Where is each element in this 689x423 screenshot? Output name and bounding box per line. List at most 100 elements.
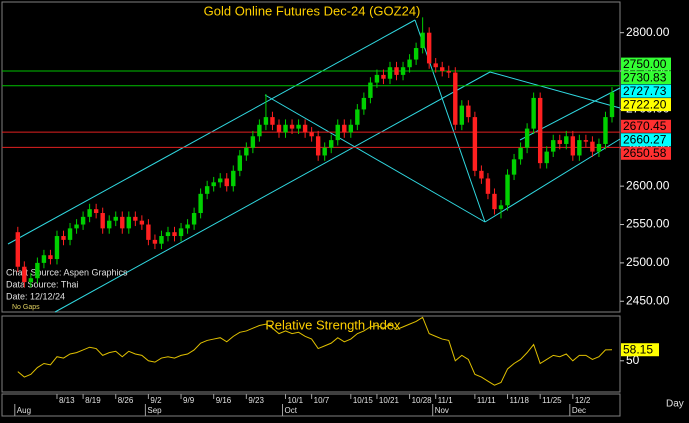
candle-body: [178, 228, 184, 237]
candle-body: [257, 124, 262, 137]
annotation: Chart Source: Aspen Graphics: [6, 267, 128, 277]
candle-body: [22, 266, 27, 283]
candle-body: [355, 109, 360, 125]
candle-body: [120, 216, 125, 229]
candle-body: [211, 182, 216, 187]
x-tick-label: 10/15: [353, 396, 374, 405]
candle-body: [453, 72, 458, 125]
candle-body: [302, 124, 308, 133]
candle-body: [583, 140, 589, 142]
candle-body: [531, 97, 536, 129]
candle-body: [459, 105, 465, 125]
level-tag-label: 2722.20: [623, 97, 667, 111]
level-tag: [621, 71, 671, 85]
candle-body: [93, 209, 99, 214]
level-tag-label: 2670.45: [623, 119, 667, 133]
x-tick-label: 8/19: [85, 396, 101, 405]
candle-body: [446, 71, 451, 73]
candle-body: [485, 178, 491, 194]
candle-body: [15, 232, 20, 267]
candle-body: [511, 159, 517, 175]
candle-body: [250, 136, 256, 148]
candle-body: [198, 193, 203, 214]
candle-body: [570, 136, 576, 156]
level-tag: [621, 57, 671, 71]
candle-body: [329, 140, 334, 148]
candle-body: [185, 224, 190, 229]
level-tag-label: 2650.58: [623, 146, 667, 160]
candle-body: [505, 174, 510, 206]
rsi-line: [17, 316, 613, 386]
candle-body: [28, 278, 34, 283]
candle-body: [387, 67, 393, 79]
candle-body: [283, 124, 288, 133]
x-tick-label: 10/7: [314, 396, 330, 405]
month-label: Aug: [17, 406, 31, 415]
candle-body: [270, 117, 275, 125]
candle-body: [361, 97, 367, 110]
candle-body: [498, 205, 504, 210]
candle-body: [296, 124, 301, 129]
x-unit-label: Day: [666, 399, 684, 410]
candle-body: [524, 128, 530, 148]
x-tick-label: 11/1: [438, 396, 454, 405]
level-tag: [621, 119, 671, 133]
candle-body: [204, 186, 210, 194]
y-tick-label: 2800.00: [626, 25, 670, 39]
candle-body: [557, 140, 562, 144]
x-tick-label: 10/28: [412, 396, 433, 405]
candle-body: [276, 124, 282, 133]
candle-body: [218, 178, 223, 183]
x-tick-label: 9/16: [216, 396, 232, 405]
candle-body: [35, 262, 40, 279]
candle-body: [413, 48, 419, 60]
candle-body: [394, 67, 399, 75]
x-tick-label: 9/2: [150, 396, 162, 405]
level-tag: [621, 84, 671, 98]
level-tag: [621, 98, 671, 112]
candle-body: [80, 216, 86, 225]
candle-body: [590, 141, 595, 152]
x-tick-label: 11/25: [542, 396, 562, 405]
x-tick-label: 9/9: [183, 396, 195, 405]
candle-body: [466, 105, 471, 118]
candle-body: [596, 143, 602, 152]
annotation: No Gaps: [12, 304, 40, 311]
candle-body: [479, 170, 484, 179]
candle-body: [426, 32, 432, 64]
annotation: Date: 12/12/24: [6, 291, 65, 301]
candle-body: [348, 124, 354, 133]
annotation: Data Source: Thai: [6, 279, 78, 289]
price-panel: [1, 1, 621, 313]
trendline: [54, 71, 491, 313]
x-tick-label: 9/23: [248, 396, 264, 405]
x-tick-label: 10/21: [379, 396, 400, 405]
x-tick-label: 12/2: [575, 396, 591, 405]
rsi-panel: [1, 315, 621, 393]
rsi-y-tick-label: 50: [626, 353, 640, 367]
level-tag-label: 2750.00: [623, 57, 667, 71]
x-tick-label: 8/26: [118, 396, 134, 405]
candle-body: [107, 220, 112, 229]
candle-body: [342, 124, 347, 133]
candle-body: [551, 140, 556, 152]
rsi-tag: [621, 343, 659, 357]
candle-body: [191, 213, 197, 225]
rsi-tag-label: 58.15: [623, 342, 653, 356]
candle-body: [113, 216, 118, 221]
candle-body: [315, 136, 321, 156]
level-tag-label: 2660.27: [623, 132, 667, 146]
trendline: [264, 94, 486, 223]
candle-body: [231, 170, 236, 187]
level-tag: [621, 146, 671, 160]
candle-body: [133, 216, 138, 221]
y-tick-label: 2600.00: [626, 178, 670, 192]
candle-body: [159, 236, 164, 244]
candle-body: [146, 224, 151, 240]
month-label: Dec: [572, 406, 586, 415]
candle-body: [48, 255, 53, 260]
date-axis: [1, 393, 621, 417]
